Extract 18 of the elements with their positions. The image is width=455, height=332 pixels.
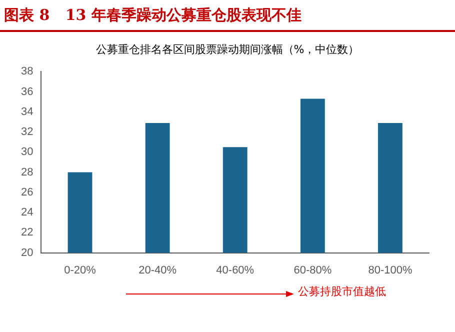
x-tick-label: 40-60%: [216, 264, 254, 276]
y-tick-label: 26: [20, 186, 34, 198]
y-tick-label: 28: [20, 166, 34, 178]
y-tick-label: 36: [20, 86, 34, 98]
y-tick-label: 20: [20, 246, 34, 259]
x-tick-label: 80-100%: [368, 264, 412, 276]
x-tick-label: 20-40%: [138, 264, 177, 276]
y-tick-label: 38: [20, 66, 34, 78]
chart-subtitle: 公募重仓排名各区间股票躁动期间涨幅（%，中位数）: [94, 42, 360, 57]
y-tick-label: 30: [20, 146, 34, 158]
x-tick-label: 0-20%: [64, 264, 96, 276]
y-tick-label: 32: [20, 126, 34, 138]
chart-title: 图表 8 13 年春季躁动公募重仓股表现不佳: [4, 6, 302, 25]
y-tick-label: 34: [20, 106, 34, 118]
x-tick-label: 60-80%: [294, 264, 332, 276]
text: 公募持股市值越低: [298, 284, 386, 299]
y-tick-label: 24: [20, 206, 34, 219]
y-tick-label: 22: [20, 226, 34, 239]
